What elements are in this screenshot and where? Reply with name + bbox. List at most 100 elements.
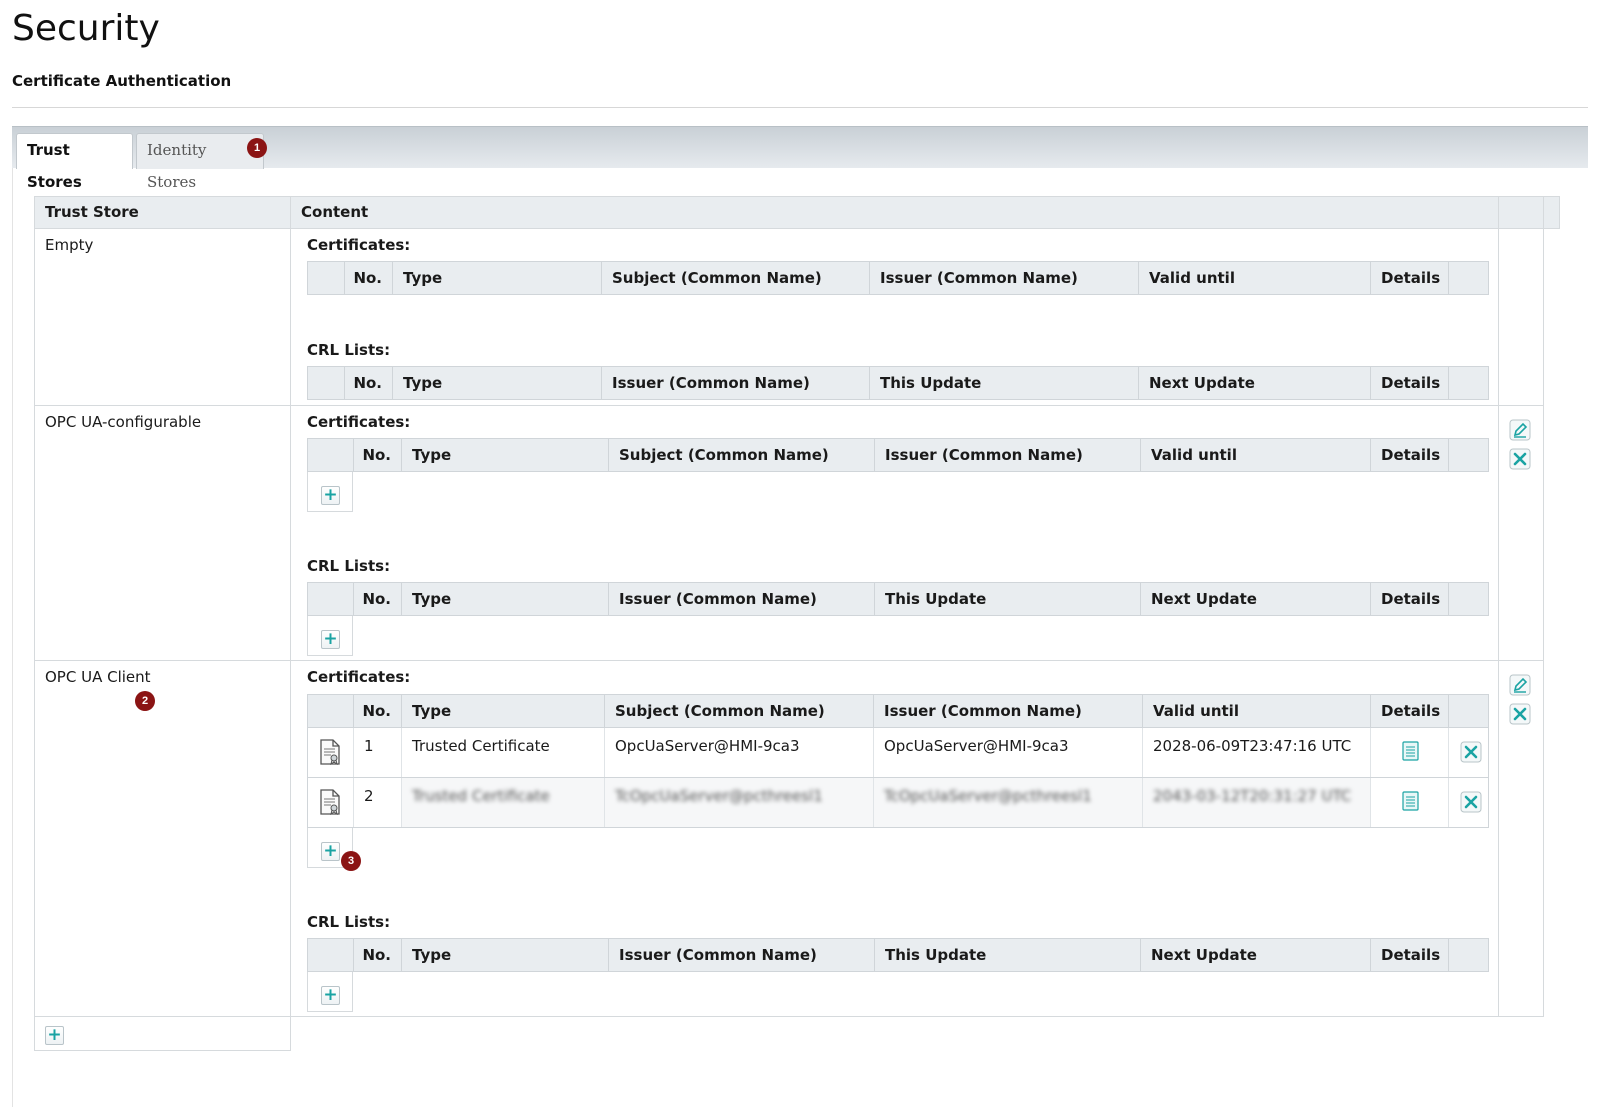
col-this-update: This Update bbox=[874, 939, 1140, 971]
divider bbox=[12, 107, 1588, 108]
page-title: Security bbox=[12, 8, 160, 49]
col-valid-until: Valid until bbox=[1140, 439, 1370, 471]
crl-table-header: No. Type Issuer (Common Name) This Updat… bbox=[307, 582, 1489, 616]
close-icon[interactable] bbox=[1460, 791, 1482, 813]
cell-no: 1 bbox=[353, 728, 401, 777]
certificates-label: Certificates: bbox=[307, 668, 411, 686]
col-details: Details bbox=[1370, 583, 1448, 615]
document-list-icon[interactable] bbox=[1401, 741, 1421, 761]
cell-issuer: TcOpcUaServer@pcthreesl1 bbox=[884, 787, 1092, 805]
tab-identity-stores[interactable]: Identity Stores bbox=[136, 133, 264, 191]
close-icon[interactable] bbox=[1509, 703, 1531, 725]
certificates-label: Certificates: bbox=[307, 413, 411, 431]
col-type: Type bbox=[401, 439, 608, 471]
row-divider bbox=[34, 1050, 291, 1051]
header-trust-store: Trust Store bbox=[45, 203, 139, 221]
certificates-table-header: No. Type Subject (Common Name) Issuer (C… bbox=[307, 694, 1489, 728]
cell-valid-until: 2043-03-12T20:31:27 UTC bbox=[1153, 787, 1352, 805]
store-name-opc-ua-client: OPC UA Client bbox=[45, 668, 151, 686]
section-subtitle: Certificate Authentication bbox=[12, 72, 232, 90]
col-next-update: Next Update bbox=[1140, 939, 1370, 971]
pencil-icon[interactable] bbox=[1509, 674, 1531, 696]
col-no: No. bbox=[344, 262, 392, 294]
header-content: Content bbox=[301, 203, 369, 221]
col-this-update: This Update bbox=[869, 367, 1138, 399]
certificates-table-header: No. Type Subject (Common Name) Issuer (C… bbox=[307, 261, 1489, 295]
cell-type: Trusted Certificate bbox=[412, 787, 550, 805]
tab-bar: Trust Stores Identity Stores bbox=[12, 126, 1588, 191]
add-crl-button[interactable]: + bbox=[321, 630, 340, 649]
cell-subject: OpcUaServer@HMI-9ca3 bbox=[604, 728, 873, 777]
col-type: Type bbox=[401, 695, 604, 727]
add-trust-store-button[interactable]: + bbox=[45, 1026, 64, 1045]
col-issuer: Issuer (Common Name) bbox=[873, 695, 1142, 727]
table-row[interactable]: 1 Trusted Certificate OpcUaServer@HMI-9c… bbox=[307, 728, 1489, 778]
certificate-icon bbox=[320, 739, 340, 766]
col-issuer: Issuer (Common Name) bbox=[869, 262, 1138, 294]
row-divider bbox=[34, 405, 1544, 406]
add-crl-button[interactable]: + bbox=[321, 986, 340, 1005]
col-issuer: Issuer (Common Name) bbox=[608, 939, 874, 971]
outer-border-right bbox=[1543, 196, 1544, 1017]
tab-panel bbox=[12, 168, 1588, 1107]
close-icon[interactable] bbox=[1509, 448, 1531, 470]
crl-table-header: No. Type Issuer (Common Name) This Updat… bbox=[307, 938, 1489, 972]
col-valid-until: Valid until bbox=[1138, 262, 1370, 294]
col-subject: Subject (Common Name) bbox=[604, 695, 873, 727]
add-certificate-button[interactable]: + bbox=[321, 842, 340, 861]
col-issuer: Issuer (Common Name) bbox=[608, 583, 874, 615]
row-divider bbox=[34, 1016, 1544, 1017]
col-no: No. bbox=[353, 939, 401, 971]
document-list-icon[interactable] bbox=[1401, 791, 1421, 811]
callout-badge-1: 1 bbox=[247, 138, 267, 158]
col-details: Details bbox=[1370, 262, 1448, 294]
table-row[interactable]: 2 Trusted Certificate TcOpcUaServer@pcth… bbox=[307, 778, 1489, 828]
callout-badge-2: 2 bbox=[135, 691, 155, 711]
tab-trust-stores[interactable]: Trust Stores bbox=[16, 133, 133, 191]
pencil-icon[interactable] bbox=[1509, 419, 1531, 441]
add-certificate-button[interactable]: + bbox=[321, 486, 340, 505]
outer-table-header bbox=[34, 196, 1560, 229]
col-issuer: Issuer (Common Name) bbox=[601, 367, 869, 399]
col-type: Type bbox=[392, 367, 601, 399]
cell-subject: TcOpcUaServer@pcthreesl1 bbox=[615, 787, 823, 805]
certificate-icon bbox=[320, 789, 340, 816]
col-type: Type bbox=[401, 583, 608, 615]
col-no: No. bbox=[353, 695, 401, 727]
col-type: Type bbox=[392, 262, 601, 294]
col-no: No. bbox=[353, 583, 401, 615]
cell-valid-until: 2028-06-09T23:47:16 UTC bbox=[1142, 728, 1370, 777]
crl-lists-label: CRL Lists: bbox=[307, 913, 391, 931]
col-details: Details bbox=[1370, 439, 1448, 471]
col-subject: Subject (Common Name) bbox=[601, 262, 869, 294]
close-icon[interactable] bbox=[1460, 741, 1482, 763]
crl-lists-label: CRL Lists: bbox=[307, 557, 391, 575]
col-no: No. bbox=[353, 439, 401, 471]
col-details: Details bbox=[1370, 695, 1448, 727]
outer-border-left bbox=[34, 196, 35, 1017]
col-details: Details bbox=[1370, 939, 1448, 971]
cell-issuer: OpcUaServer@HMI-9ca3 bbox=[873, 728, 1142, 777]
add-row-border-left bbox=[34, 1017, 35, 1051]
col-next-update: Next Update bbox=[1138, 367, 1370, 399]
col-subject: Subject (Common Name) bbox=[608, 439, 874, 471]
certificates-label: Certificates: bbox=[307, 236, 411, 254]
store-name-empty: Empty bbox=[45, 236, 94, 254]
col-details: Details bbox=[1370, 367, 1448, 399]
col-next-update: Next Update bbox=[1140, 583, 1370, 615]
col-no: No. bbox=[344, 367, 392, 399]
store-name-opc-ua-configurable: OPC UA-configurable bbox=[45, 413, 202, 431]
col-this-update: This Update bbox=[874, 583, 1140, 615]
certificates-table-header: No. Type Subject (Common Name) Issuer (C… bbox=[307, 438, 1489, 472]
cell-no: 2 bbox=[353, 778, 401, 827]
crl-lists-label: CRL Lists: bbox=[307, 341, 391, 359]
col-type: Type bbox=[401, 939, 608, 971]
outer-col-divider bbox=[290, 196, 291, 1051]
cell-type: Trusted Certificate bbox=[401, 728, 604, 777]
row-divider bbox=[34, 660, 1544, 661]
crl-table-header: No. Type Issuer (Common Name) This Updat… bbox=[307, 366, 1489, 400]
callout-badge-3: 3 bbox=[341, 851, 361, 871]
col-issuer: Issuer (Common Name) bbox=[874, 439, 1140, 471]
outer-col-divider-actions bbox=[1498, 196, 1499, 1017]
col-valid-until: Valid until bbox=[1142, 695, 1370, 727]
